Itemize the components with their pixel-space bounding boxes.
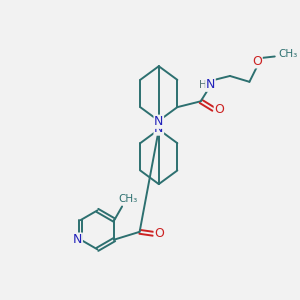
Text: N: N bbox=[154, 122, 164, 135]
Text: H: H bbox=[199, 80, 206, 90]
Text: O: O bbox=[252, 55, 262, 68]
Text: O: O bbox=[214, 103, 224, 116]
Text: O: O bbox=[154, 227, 164, 240]
Text: N: N bbox=[73, 233, 82, 246]
Text: CH₃: CH₃ bbox=[279, 49, 298, 58]
Text: N: N bbox=[154, 115, 164, 128]
Text: N: N bbox=[206, 78, 215, 91]
Text: CH₃: CH₃ bbox=[118, 194, 137, 204]
